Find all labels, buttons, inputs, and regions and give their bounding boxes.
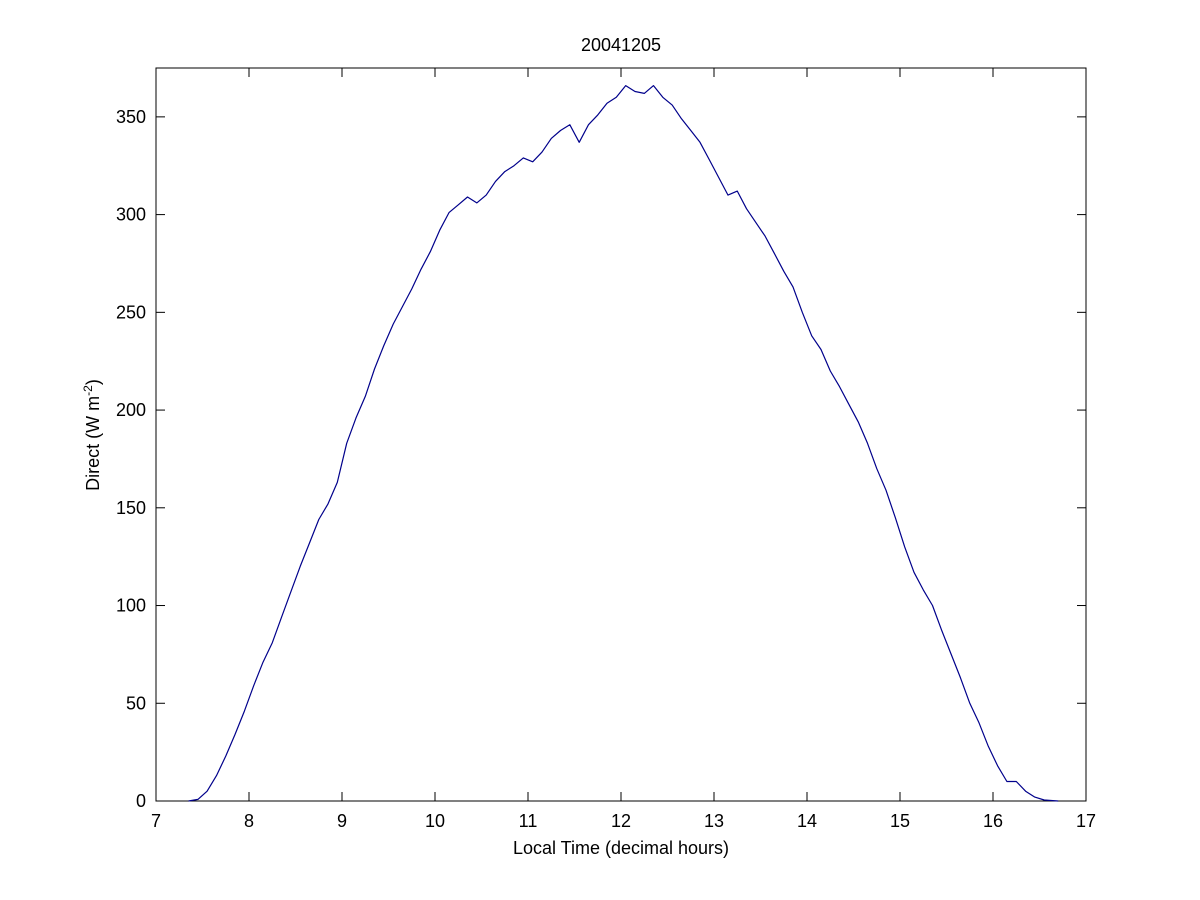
series-layer bbox=[188, 85, 1059, 802]
x-axis-label: Local Time (decimal hours) bbox=[513, 838, 729, 858]
y-tick-label: 250 bbox=[116, 302, 146, 322]
chart-title: 20041205 bbox=[581, 35, 661, 55]
y-tick-label: 300 bbox=[116, 205, 146, 225]
y-tick-label: 100 bbox=[116, 596, 146, 616]
y-axis-label: Direct (W m-2) bbox=[81, 379, 103, 491]
axis-ticks: 7 8 9 10 11 12 13 14 15 16 17 0 50 100 150 200 250 300 350 bbox=[116, 68, 1096, 831]
y-tick-label: 150 bbox=[116, 498, 146, 518]
x-tick-label: 12 bbox=[611, 811, 631, 831]
plot-area bbox=[155, 67, 1087, 802]
y-tick-label: 50 bbox=[126, 693, 146, 713]
y-axis-label-prefix: Direct (W m bbox=[83, 396, 103, 491]
y-axis-label-superscript: -2 bbox=[81, 385, 95, 396]
y-tick-label: 350 bbox=[116, 107, 146, 127]
series-line bbox=[188, 85, 1059, 802]
x-tick-label: 15 bbox=[890, 811, 910, 831]
x-tick-label: 9 bbox=[337, 811, 347, 831]
x-tick-label: 14 bbox=[797, 811, 817, 831]
x-tick-label: 16 bbox=[983, 811, 1003, 831]
y-axis-label-suffix: ) bbox=[83, 379, 103, 385]
x-tick-label: 17 bbox=[1076, 811, 1096, 831]
y-tick-label: 0 bbox=[136, 791, 146, 811]
x-tick-label: 13 bbox=[704, 811, 724, 831]
x-tick-label: 10 bbox=[425, 811, 445, 831]
y-tick-label: 200 bbox=[116, 400, 146, 420]
x-tick-label: 8 bbox=[244, 811, 254, 831]
x-tick-label: 7 bbox=[151, 811, 161, 831]
x-tick-label: 11 bbox=[519, 811, 538, 831]
